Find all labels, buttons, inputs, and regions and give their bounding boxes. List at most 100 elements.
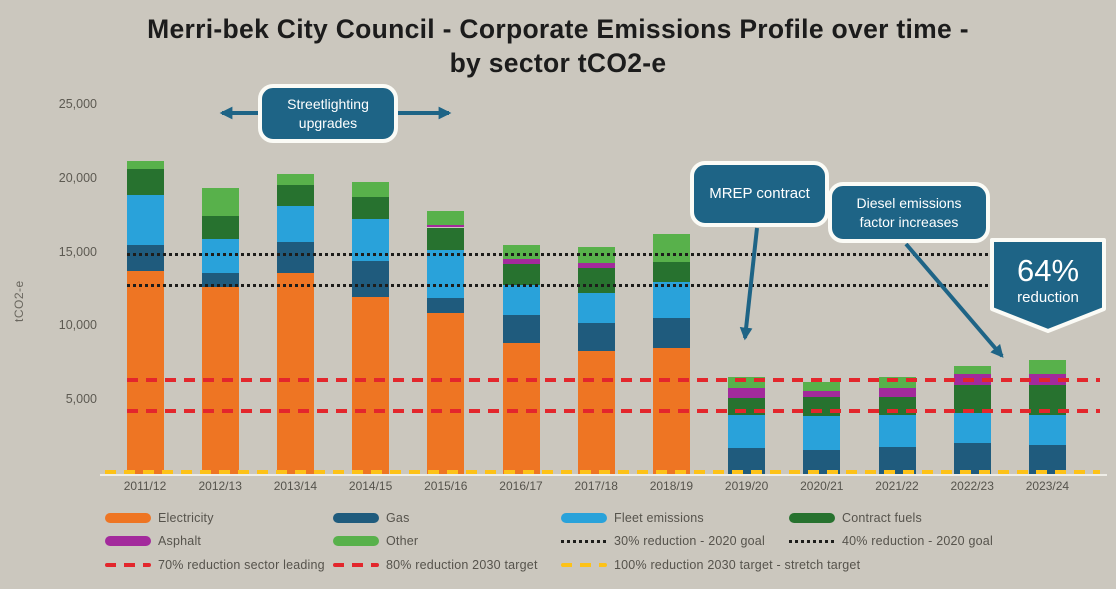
target-line-80-reduction-2030-target: [127, 408, 1100, 413]
legend-item-electricity: Electricity: [105, 511, 333, 525]
y-axis-title: tCO2-e: [12, 280, 26, 322]
bar-gas-2011-12: [126, 245, 164, 272]
diesel-pointer-arrow: [904, 242, 1004, 358]
legend-swatch-30-reduction-2020-goal: [561, 539, 607, 543]
y-tick-25000: 25,000: [58, 97, 97, 111]
bar-fleet-emissions-2019-20: [728, 414, 766, 449]
legend-label-fleet-emissions: Fleet emissions: [614, 510, 704, 525]
bar-electricity-2014-15: [352, 296, 390, 474]
bar-other-2021-22: [878, 377, 916, 389]
bar-other-2012-13: [201, 187, 239, 217]
bar-fleet-emissions-2013-14: [276, 206, 314, 243]
bar-electricity-2016-17: [502, 342, 540, 474]
bar-asphalt-2020-21: [803, 391, 841, 398]
y-tick-15000: 15,000: [58, 244, 97, 259]
legend-label-contract-fuels: Contract fuels: [842, 510, 922, 525]
bar-contract-fuels-2012-13: [201, 216, 239, 239]
bar-other-2011-12: [126, 161, 164, 170]
legend-item-100-reduction-2030-target-stretch-target: 100% reduction 2030 target - stretch tar…: [561, 558, 860, 572]
legend-label-30-reduction-2020-goal: 30% reduction - 2020 goal: [614, 534, 765, 549]
target-line-70-reduction-sector-leading: [127, 377, 1100, 382]
bar-other-2019-20: [728, 376, 766, 389]
x-label-2017-18: 2017/18: [574, 479, 618, 493]
bar-gas-2017-18: [577, 322, 615, 351]
legend-item-40-reduction-2020-goal: 40% reduction - 2020 goal: [789, 534, 1090, 548]
bar-fleet-emissions-2012-13: [201, 238, 239, 274]
x-label-2020-21: 2020/21: [800, 479, 844, 493]
annotation-diesel: Diesel emissions factor increases: [828, 182, 990, 243]
legend-swatch-100-reduction-2030-target-stretch-target: [561, 562, 607, 567]
bar-gas-2014-15: [352, 261, 390, 297]
bar-other-2014-15: [352, 182, 390, 197]
x-label-2019-20: 2019/20: [724, 479, 769, 493]
legend-swatch-80-reduction-2030-target: [333, 562, 379, 567]
legend-item-contract-fuels: Contract fuels: [789, 511, 1090, 525]
bar-gas-2022-23: [953, 443, 991, 474]
legend-swatch-70-reduction-sector-leading: [105, 562, 151, 567]
bar-asphalt-2017-18: [577, 262, 615, 269]
bar-gas-2013-14: [276, 242, 314, 274]
x-label-2018-19: 2018/19: [649, 479, 694, 493]
bar-gas-2019-20: [728, 448, 766, 474]
bar-gas-2015-16: [427, 298, 465, 314]
bar-asphalt-2021-22: [878, 388, 916, 398]
legend-item-fleet-emissions: Fleet emissions: [561, 511, 789, 525]
bar-other-2020-21: [803, 382, 841, 392]
annotation-mrep: MREP contract: [690, 161, 829, 227]
legend-label-electricity: Electricity: [158, 510, 214, 525]
bar-fleet-emissions-2016-17: [502, 285, 540, 315]
bar-electricity-2013-14: [276, 273, 314, 474]
x-label-2012-13: 2012/13: [198, 479, 242, 493]
x-label-2023-24: 2023/24: [1025, 479, 1070, 493]
legend-swatch-electricity: [105, 512, 151, 523]
legend-item-asphalt: Asphalt: [105, 534, 333, 548]
bar-contract-fuels-2020-21: [803, 397, 841, 417]
bar-other-2023-24: [1028, 360, 1066, 374]
bar-other-2015-16: [427, 211, 465, 225]
chart-title-line2: by sector tCO2-e: [449, 48, 667, 79]
bar-gas-2016-17: [502, 314, 540, 343]
target-line-30-reduction-2020-goal: [127, 252, 1100, 256]
bar-contract-fuels-2022-23: [953, 384, 991, 413]
bar-contract-fuels-2015-16: [427, 227, 465, 251]
bar-fleet-emissions-2021-22: [878, 414, 916, 447]
legend-item-other: Other: [333, 534, 561, 548]
legend-swatch-gas: [333, 512, 379, 523]
x-axis-line: [100, 474, 1107, 476]
legend-label-40-reduction-2020-goal: 40% reduction - 2020 goal: [842, 534, 993, 549]
bar-fleet-emissions-2020-21: [803, 416, 841, 450]
bar-gas-2012-13: [201, 273, 239, 287]
x-label-2022-23: 2022/23: [950, 479, 994, 493]
y-tick-20000: 20,000: [58, 170, 97, 185]
bar-fleet-emissions-2011-12: [126, 195, 164, 246]
bar-gas-2023-24: [1028, 445, 1066, 474]
bar-fleet-emissions-2022-23: [953, 412, 991, 443]
x-label-2015-16: 2015/16: [424, 479, 468, 493]
bar-gas-2020-21: [803, 449, 841, 474]
bar-contract-fuels-2016-17: [502, 263, 540, 286]
bar-contract-fuels-2018-19: [652, 262, 690, 283]
legend-label-other: Other: [386, 534, 419, 549]
bar-contract-fuels-2014-15: [352, 196, 390, 220]
bar-electricity-2015-16: [427, 313, 465, 474]
legend-swatch-contract-fuels: [789, 512, 835, 523]
bar-other-2018-19: [652, 234, 690, 263]
annotation-streetlighting: Streetlighting upgrades: [258, 84, 398, 143]
x-label-2014-15: 2014/15: [348, 479, 393, 493]
bar-asphalt-2016-17: [502, 259, 540, 264]
x-label-2021-22: 2021/22: [875, 479, 919, 493]
chart-title: Merri-bek City Council - Corporate Emiss…: [0, 12, 1116, 81]
legend-item-gas: Gas: [333, 511, 561, 525]
legend-swatch-other: [333, 536, 379, 547]
bar-fleet-emissions-2017-18: [577, 293, 615, 323]
legend-label-asphalt: Asphalt: [158, 534, 202, 549]
legend-label-100-reduction-2030-target-stretch-target: 100% reduction 2030 target - stretch tar…: [614, 557, 861, 572]
y-tick-10000: 10,000: [58, 318, 97, 333]
bar-contract-fuels-2017-18: [577, 268, 615, 294]
legend-swatch-40-reduction-2020-goal: [789, 539, 835, 543]
bar-gas-2021-22: [878, 446, 916, 474]
legend-label-80-reduction-2030-target: 80% reduction 2030 target: [386, 557, 538, 572]
legend-item-80-reduction-2030-target: 80% reduction 2030 target: [333, 558, 561, 572]
legend-swatch-asphalt: [105, 536, 151, 547]
